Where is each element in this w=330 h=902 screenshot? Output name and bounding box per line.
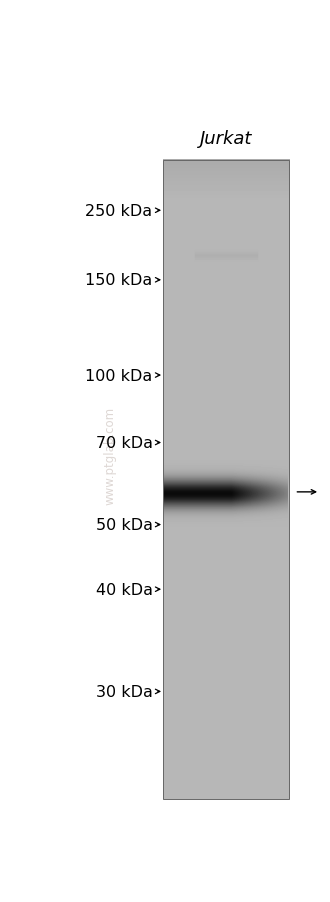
Text: 40 kDa: 40 kDa — [95, 582, 152, 597]
Text: 100 kDa: 100 kDa — [85, 368, 152, 383]
Text: 70 kDa: 70 kDa — [95, 436, 152, 450]
Text: Jurkat: Jurkat — [200, 130, 252, 148]
Text: 50 kDa: 50 kDa — [95, 518, 152, 532]
Text: 250 kDa: 250 kDa — [85, 204, 152, 218]
Text: 30 kDa: 30 kDa — [96, 684, 152, 699]
Text: www.ptglab.com: www.ptglab.com — [104, 407, 117, 504]
Bar — [163, 161, 289, 799]
Text: 150 kDa: 150 kDa — [85, 273, 152, 288]
